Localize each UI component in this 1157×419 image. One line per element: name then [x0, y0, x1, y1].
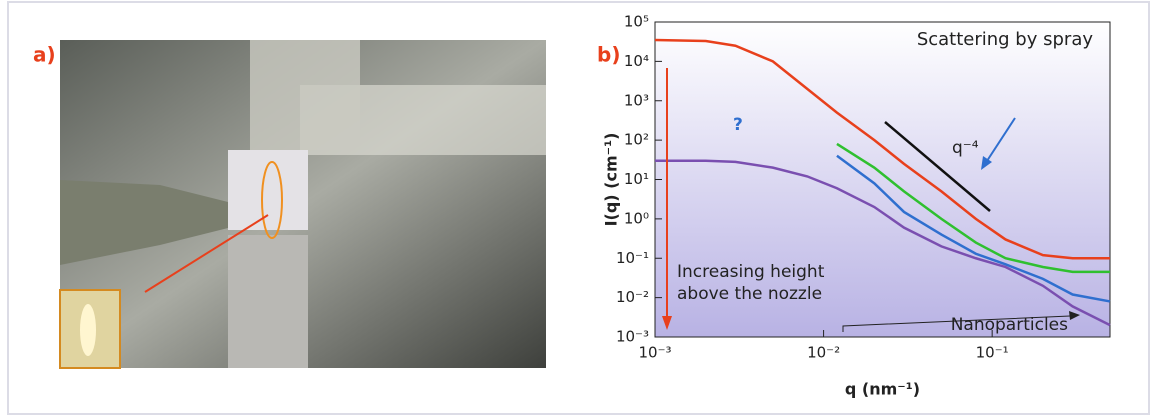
y-tick-label: 10⁻²: [616, 288, 649, 306]
x-tick-label: 10⁻¹: [976, 344, 1009, 362]
arrow: [984, 117, 1016, 165]
x-tick-label: 10⁻³: [638, 344, 671, 362]
annotation: above the nozzle: [677, 284, 822, 304]
annotation: Increasing height: [677, 262, 825, 282]
arrow: [842, 315, 1071, 332]
x-tick-label: 10⁻²: [807, 344, 840, 362]
annotation: Nanoparticles: [951, 315, 1068, 335]
photo: [59, 40, 546, 369]
arrowhead: [981, 156, 992, 170]
plot-area: [654, 21, 1111, 338]
y-tick-label: 10⁵: [624, 13, 649, 31]
slope-guide: [884, 121, 991, 212]
panel-label: b): [597, 43, 620, 67]
annotation: ?: [733, 115, 743, 135]
series-line: [655, 159, 1111, 327]
y-tick-label: 10¹: [624, 170, 649, 188]
annotation: q⁻⁴: [952, 138, 979, 158]
y-tick-label: 10³: [624, 91, 649, 109]
y-tick-label: 10²: [624, 131, 649, 149]
x-axis-label: q (nm⁻¹): [845, 380, 920, 399]
y-tick-label: 10⁻¹: [616, 249, 649, 267]
y-tick-label: 10⁻³: [616, 328, 649, 346]
annotation: Scattering by spray: [917, 29, 1094, 50]
y-axis-label: I(q) (cm⁻¹): [602, 133, 621, 227]
y-tick-label: 10⁰: [624, 209, 649, 227]
series-line: [654, 38, 1110, 260]
panel-label: a): [33, 43, 56, 67]
arrowhead: [662, 316, 672, 330]
y-tick-label: 10⁴: [624, 52, 649, 70]
series-line: [836, 142, 1110, 274]
arrowhead: [1069, 311, 1080, 320]
series-line: [836, 154, 1111, 303]
